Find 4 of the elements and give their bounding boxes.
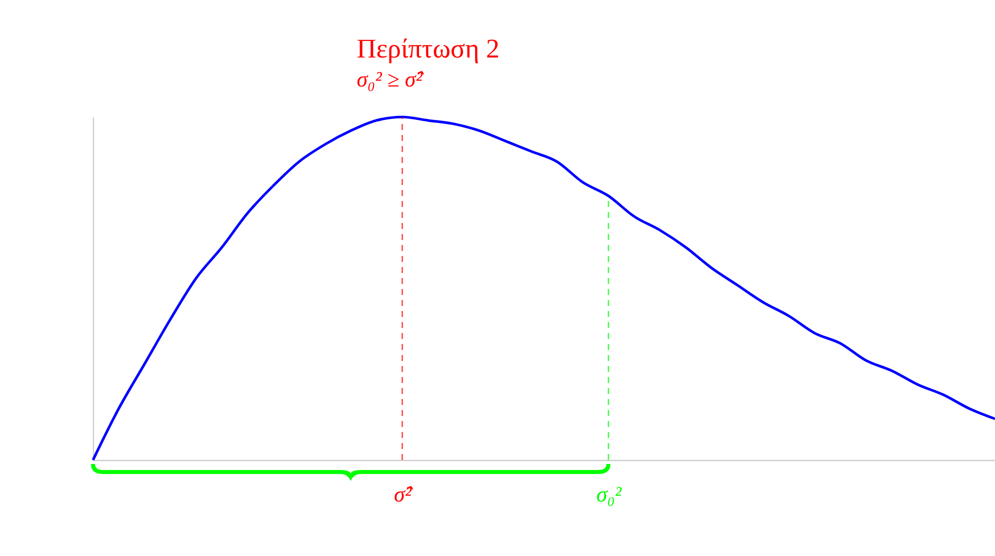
x-tick-label: σ̂² (394, 482, 414, 506)
x-tick-label: σ₀² (596, 482, 622, 506)
chart-title: Περίπτωση 2 (356, 34, 500, 64)
chart-subtitle: σ₀² ≥ σ̂² (356, 66, 425, 92)
